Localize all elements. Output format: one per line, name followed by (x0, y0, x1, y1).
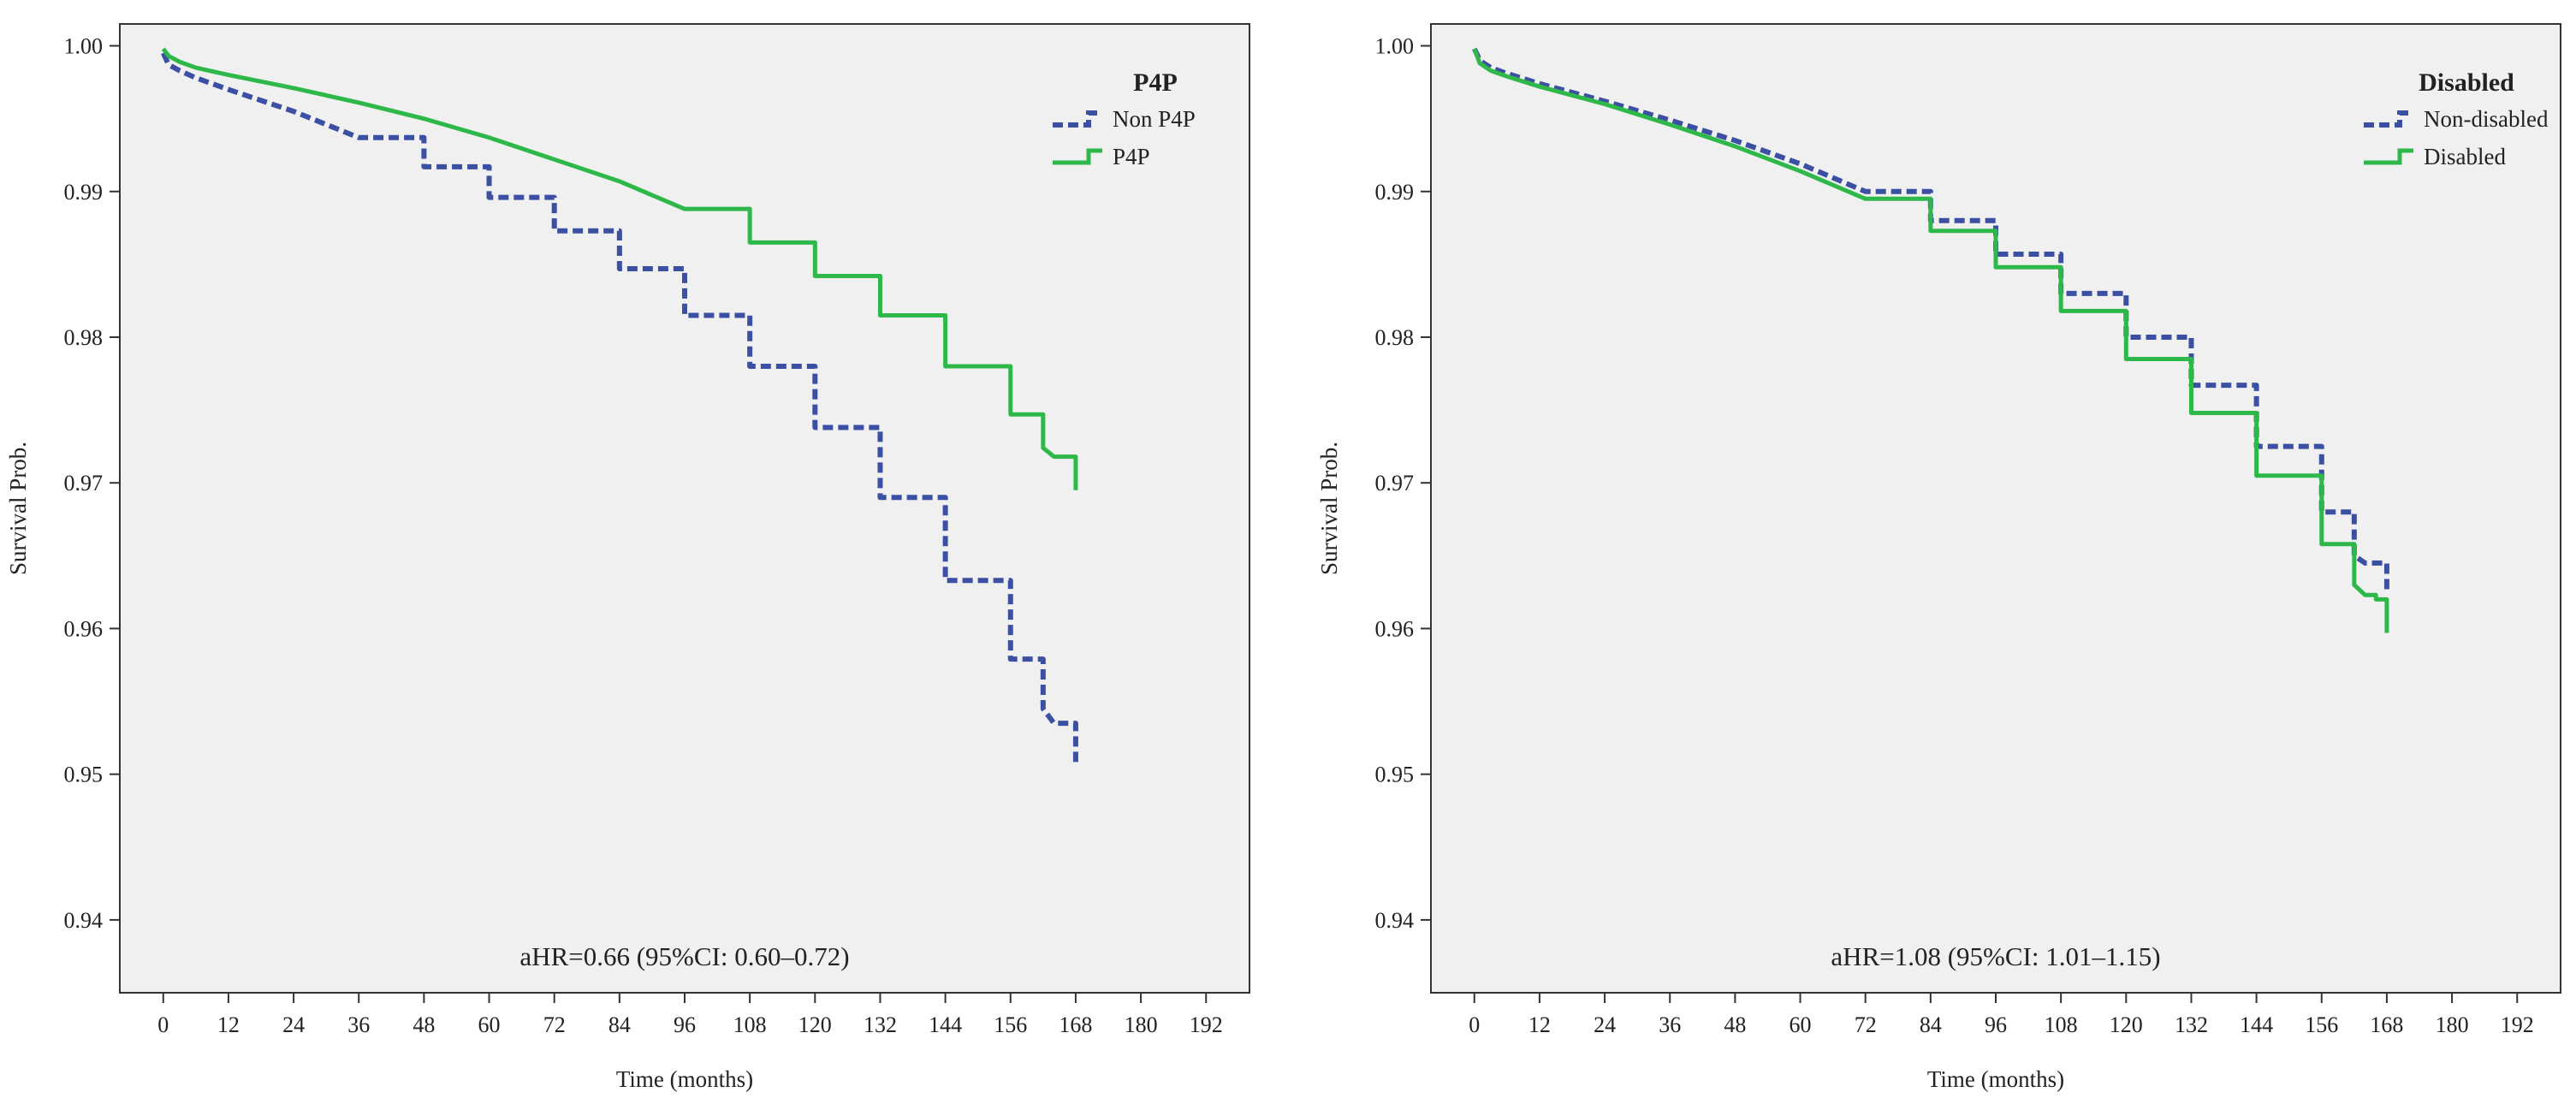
y-tick-label: 1.00 (64, 34, 104, 59)
y-tick-label: 0.96 (64, 616, 104, 641)
x-tick-label: 84 (1920, 1012, 1942, 1037)
x-tick-label: 60 (1790, 1012, 1812, 1037)
x-tick-label: 180 (2436, 1012, 2469, 1037)
x-tick-label: 0 (1469, 1012, 1480, 1037)
x-tick-label: 24 (282, 1012, 305, 1037)
x-tick-label: 168 (2370, 1012, 2403, 1037)
legend-swatch-2 (1053, 148, 1102, 165)
x-tick-label: 96 (1985, 1012, 2007, 1037)
x-tick-label: 36 (347, 1012, 370, 1037)
x-tick-label: 84 (608, 1012, 631, 1037)
x-tick-label: 12 (217, 1012, 240, 1037)
legend-title: P4P (1133, 68, 1178, 97)
y-tick-label: 0.98 (64, 325, 104, 350)
x-axis-label: Time (months) (616, 1066, 753, 1092)
x-tick-label: 120 (798, 1012, 832, 1037)
x-tick-label: 156 (994, 1012, 1027, 1037)
series-line-1 (161, 51, 1078, 768)
legend-swatch-1 (2364, 110, 2413, 128)
y-tick-label: 0.95 (64, 763, 104, 787)
y-tick-label: 0.99 (1375, 180, 1415, 205)
y-tick-label: 0.98 (1375, 325, 1415, 350)
x-tick-label: 120 (2110, 1012, 2143, 1037)
y-tick-label: 0.94 (1375, 908, 1415, 933)
x-tick-label: 168 (1059, 1012, 1092, 1037)
x-tick-label: 144 (929, 1012, 962, 1037)
x-tick-label: 36 (1659, 1012, 1681, 1037)
series-line-2 (1472, 48, 2389, 633)
legend-swatch-1 (1053, 110, 1102, 128)
x-tick-label: 96 (674, 1012, 696, 1037)
legend-label-2: Disabled (2424, 144, 2506, 169)
x-tick-label: 12 (1528, 1012, 1551, 1037)
x-tick-label: 132 (864, 1012, 897, 1037)
y-tick-label: 0.96 (1375, 616, 1415, 641)
x-tick-label: 72 (543, 1012, 566, 1037)
y-tick-label: 0.97 (64, 471, 104, 496)
x-tick-label: 0 (157, 1012, 169, 1037)
x-tick-label: 144 (2240, 1012, 2273, 1037)
chart-panel-2: 0.94 0.95 0.96 0.97 0.98 0.99 1.00 0 12 24 36 48 60 7… (1316, 23, 2561, 1092)
legend-swatch-2 (2364, 148, 2413, 165)
x-tick-label: 180 (1125, 1012, 1158, 1037)
series-line-2 (161, 47, 1078, 490)
x-tick-label: 108 (733, 1012, 767, 1037)
x-axis-label: Time (months) (1927, 1066, 2064, 1092)
annotation-ahr: aHR=0.66 (95%CI: 0.60–0.72) (519, 941, 849, 971)
chart-panel-1: 0.94 0.95 0.96 0.97 0.98 0.99 1.00 0 12 24 36 48 60 7… (5, 23, 1250, 1092)
plot-area (1430, 23, 2561, 994)
y-tick-label: 0.94 (64, 908, 104, 933)
x-tick-label: 48 (1724, 1012, 1746, 1037)
y-tick-label: 1.00 (1375, 34, 1415, 59)
x-tick-label: 60 (478, 1012, 501, 1037)
annotation-ahr: aHR=1.08 (95%CI: 1.01–1.15) (1831, 941, 2160, 971)
plot-area (119, 23, 1250, 994)
x-tick-label: 24 (1594, 1012, 1616, 1037)
legend-title: Disabled (2419, 68, 2514, 97)
legend-label-1: Non-disabled (2424, 106, 2549, 132)
y-axis-label: Survival Prob. (1316, 442, 1342, 575)
x-tick-label: 108 (2045, 1012, 2078, 1037)
x-tick-label: 72 (1855, 1012, 1877, 1037)
x-tick-label: 48 (413, 1012, 435, 1037)
legend-label-1: Non P4P (1113, 106, 1196, 132)
legend-label-2: P4P (1113, 144, 1150, 169)
y-tick-label: 0.97 (1375, 471, 1415, 496)
x-tick-label: 192 (2501, 1012, 2534, 1037)
y-tick-label: 0.99 (64, 180, 104, 205)
x-tick-label: 192 (1190, 1012, 1223, 1037)
x-tick-label: 132 (2175, 1012, 2208, 1037)
y-tick-label: 0.95 (1375, 763, 1415, 787)
x-tick-label: 156 (2305, 1012, 2338, 1037)
y-axis-label: Survival Prob. (5, 442, 31, 575)
